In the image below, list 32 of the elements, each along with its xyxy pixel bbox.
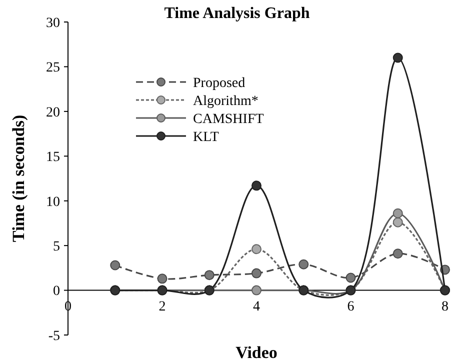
point bbox=[392, 208, 403, 218]
point bbox=[346, 272, 356, 283]
point bbox=[298, 259, 309, 270]
y-tick-label: -5 bbox=[48, 328, 60, 344]
x-tick-label: 2 bbox=[158, 299, 166, 314]
point bbox=[157, 274, 168, 284]
legend-label: KLT bbox=[193, 130, 220, 145]
legend-label: Algorithm* bbox=[193, 94, 258, 109]
point bbox=[392, 52, 403, 63]
x-axis-title: Video bbox=[236, 343, 278, 362]
point bbox=[204, 270, 214, 280]
point bbox=[252, 285, 262, 296]
y-axis-title: Time (in seconds) bbox=[9, 114, 28, 242]
y-tick-label: 20 bbox=[46, 105, 60, 120]
y-tick-label: 30 bbox=[46, 16, 60, 31]
legend-label: Proposed bbox=[193, 76, 246, 91]
x-tick-label: 8 bbox=[442, 299, 448, 314]
y-tick-label: 5 bbox=[53, 239, 60, 254]
x-tick-label: 4 bbox=[253, 299, 260, 314]
legend-label: CAMSHIFT bbox=[193, 112, 264, 127]
x-tick-label: 6 bbox=[347, 299, 354, 314]
y-tick-label: 25 bbox=[46, 60, 60, 76]
point bbox=[110, 260, 120, 270]
y-tick-label: 0 bbox=[53, 284, 60, 300]
point bbox=[252, 244, 262, 254]
point bbox=[392, 248, 403, 259]
point bbox=[392, 217, 403, 228]
point bbox=[252, 268, 262, 278]
y-tick-label: 15 bbox=[46, 150, 60, 166]
y-tick-label: 10 bbox=[46, 194, 60, 210]
chart-title: Time Analysis Graph bbox=[164, 5, 310, 22]
point bbox=[252, 180, 262, 191]
